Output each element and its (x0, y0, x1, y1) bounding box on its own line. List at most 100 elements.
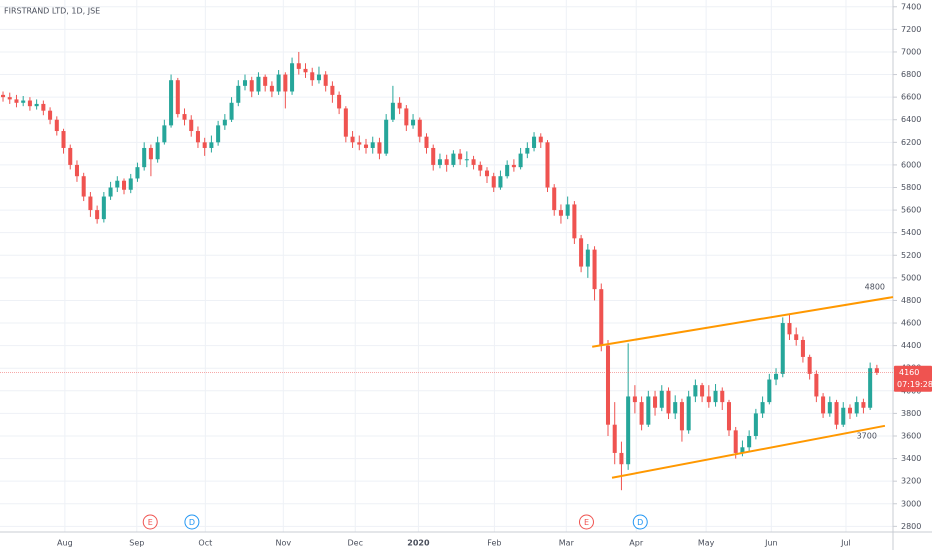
candle-body (713, 390, 718, 403)
candle-body (693, 385, 698, 397)
candle-body (700, 385, 705, 397)
candle-body (283, 74, 288, 92)
candle-body (484, 170, 490, 177)
y-tick-label: 5400 (901, 228, 921, 237)
candle-body (202, 142, 207, 148)
candle-body (195, 131, 200, 143)
candle-body (498, 176, 503, 188)
candle-body (175, 80, 180, 115)
x-tick-label: Aug (57, 539, 73, 548)
candle-body (189, 119, 194, 132)
candle-body (95, 210, 100, 220)
y-tick-label: 5800 (901, 183, 921, 192)
candle-body (162, 125, 167, 143)
candle-body (538, 136, 543, 143)
candle-body (363, 144, 369, 148)
y-tick-label: 3800 (901, 409, 921, 418)
candle-body (686, 396, 691, 431)
x-tick-label: Mar (559, 539, 575, 548)
candle-body (48, 110, 53, 120)
candle-body (390, 102, 395, 120)
candle-body (81, 176, 86, 197)
candle-body (592, 249, 597, 290)
candle-body (572, 204, 577, 239)
candle-body (847, 407, 852, 414)
candle-body (296, 63, 301, 69)
candle-body (370, 142, 375, 148)
candle-body (323, 74, 328, 86)
y-tick-label: 7400 (901, 2, 921, 11)
last-price-label: 4160 (899, 368, 919, 377)
candle-body (780, 323, 785, 374)
candle-body (464, 159, 469, 161)
event-marker (632, 514, 648, 530)
candle-body (726, 402, 732, 431)
x-tick-label: May (698, 539, 715, 548)
candle-body (525, 147, 530, 154)
candle-body (276, 74, 281, 92)
candle-body (310, 72, 315, 81)
x-tick-label: Feb (487, 539, 501, 548)
candle-body (673, 402, 678, 414)
candle-body (794, 334, 799, 340)
chart-title: FIRSTRAND LTD, 1D, JSE (4, 7, 100, 16)
candle-body (787, 323, 792, 335)
candle-body (216, 125, 221, 143)
candle-body (209, 142, 214, 148)
candle-body (632, 396, 637, 403)
x-tick-label: Apr (629, 539, 644, 548)
y-tick-label: 6600 (901, 93, 921, 102)
x-tick-label: Sep (129, 539, 144, 548)
candle-body (471, 159, 476, 165)
candle-body (767, 379, 772, 403)
candle-body (411, 119, 416, 126)
y-tick-label: 5200 (901, 251, 921, 260)
trend-line (611, 424, 886, 479)
candle-body (646, 396, 651, 425)
candle-body (54, 119, 59, 132)
candle-body (558, 210, 563, 216)
candle-body (242, 80, 248, 86)
candle-body (256, 76, 261, 92)
candle-body (814, 373, 819, 397)
candle-body (41, 103, 46, 111)
candle-body (108, 187, 113, 197)
candle-body (101, 196, 106, 220)
y-tick-label: 3600 (901, 431, 921, 440)
y-tick-label: 6800 (901, 70, 921, 79)
candle-body (511, 164, 516, 168)
trend-line-label: 4800 (865, 283, 885, 292)
candle-body (626, 396, 631, 465)
candle-body (417, 119, 422, 137)
y-tick-label: 4400 (901, 341, 921, 350)
y-tick-label: 3200 (901, 477, 921, 486)
candle-body (357, 142, 362, 145)
x-tick-label: Nov (276, 539, 292, 548)
y-tick-label: 5000 (901, 273, 921, 282)
candle-body (249, 80, 254, 92)
candle-body (653, 396, 658, 408)
candle-body (316, 74, 321, 81)
candle-body (377, 142, 382, 154)
candle-body (142, 147, 147, 168)
event-label: E (584, 518, 589, 527)
event-label: E (148, 518, 153, 527)
candle-body (552, 187, 557, 211)
candle-body (424, 136, 429, 148)
y-tick-label: 5600 (901, 206, 921, 215)
candle-body (565, 204, 570, 216)
candle-body (330, 85, 335, 95)
trend-line (592, 296, 894, 348)
candle-body (74, 164, 79, 177)
candle-body (61, 131, 66, 148)
candle-body (834, 402, 839, 425)
candle-body (263, 76, 268, 86)
y-tick-label: 6000 (901, 160, 921, 169)
candle-body (122, 180, 127, 190)
candle-body (545, 142, 550, 188)
candle-body (854, 402, 859, 414)
candle-body (337, 94, 342, 109)
candle-body (303, 68, 308, 73)
